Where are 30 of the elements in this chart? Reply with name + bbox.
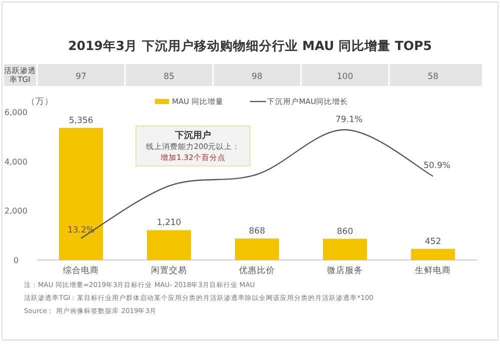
data-label: 5,356 — [68, 116, 94, 126]
x-tick-label: 综合电商 — [63, 265, 99, 276]
data-label: 13.2% — [67, 225, 95, 236]
chart-title: 2019年3月 下沉用户移动购物细分行业 MAU 同比增量 TOP5 — [68, 38, 432, 53]
x-tick-label: 生鲜电商 — [415, 265, 451, 276]
bar — [235, 238, 279, 260]
data-label: 860 — [336, 226, 354, 237]
bar — [411, 248, 455, 260]
annotation: 下沉用户 — [174, 130, 211, 141]
y-tick-label: 6,000 — [4, 108, 28, 117]
bar — [323, 238, 367, 260]
bar — [147, 230, 191, 260]
data-label: 79.1% — [335, 114, 363, 125]
text: 97 — [76, 72, 86, 82]
y-tick-label: 0 — [13, 256, 19, 265]
x-tick-label: 微店服务 — [327, 265, 363, 276]
text: 85 — [164, 72, 174, 82]
x-tick-label: 闲置交易 — [151, 265, 187, 276]
bar — [59, 128, 103, 260]
data-label: 868 — [248, 226, 266, 237]
y-tick-label: 4,000 — [4, 157, 28, 166]
text: 98 — [252, 72, 262, 82]
data-label: 1,210 — [156, 218, 182, 228]
data-label: 452 — [424, 236, 442, 247]
text: 100 — [336, 72, 354, 82]
data-label: 50.9% — [423, 161, 451, 172]
y-axis-title: （万） — [26, 97, 54, 107]
y-tick-label: 2,000 — [4, 206, 28, 216]
x-tick-label: 优惠比价 — [239, 265, 275, 276]
text: 58 — [428, 72, 438, 82]
